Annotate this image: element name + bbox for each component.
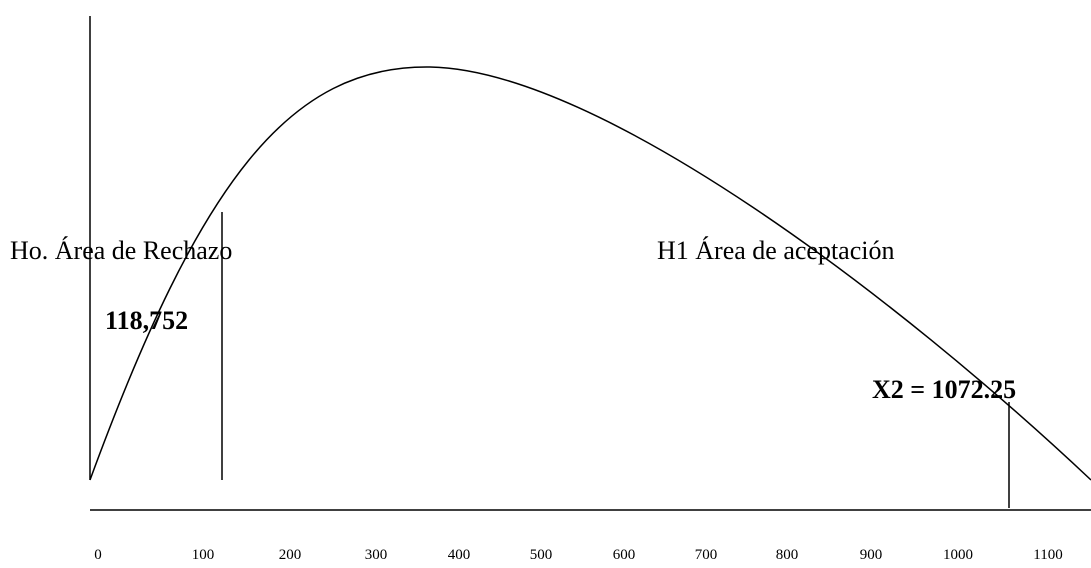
x-tick-label: 0 [94,547,102,563]
x-tick-label: 600 [612,547,636,563]
x-tick-label: 800 [775,547,799,563]
acceptance-area-label: H1 Área de aceptación [657,236,895,265]
x-tick-label: 900 [859,547,883,563]
critical-value-label: 118,752 [105,306,189,335]
x-tick-label: 200 [278,547,302,563]
x-tick-label: 100 [191,547,215,563]
test-statistic-label: X2 = 1072.25 [872,375,1017,404]
x-tick-label: 1000 [943,547,973,563]
distribution-curve [89,66,1091,481]
x-tick-label: 1100 [1033,547,1063,563]
x-tick-label: 700 [694,547,718,563]
x-tick-label: 300 [364,547,388,563]
rejection-area-label: Ho. Área de Rechazo [10,236,233,265]
x-tick-label: 400 [447,547,471,563]
x-tick-label: 500 [529,547,553,563]
